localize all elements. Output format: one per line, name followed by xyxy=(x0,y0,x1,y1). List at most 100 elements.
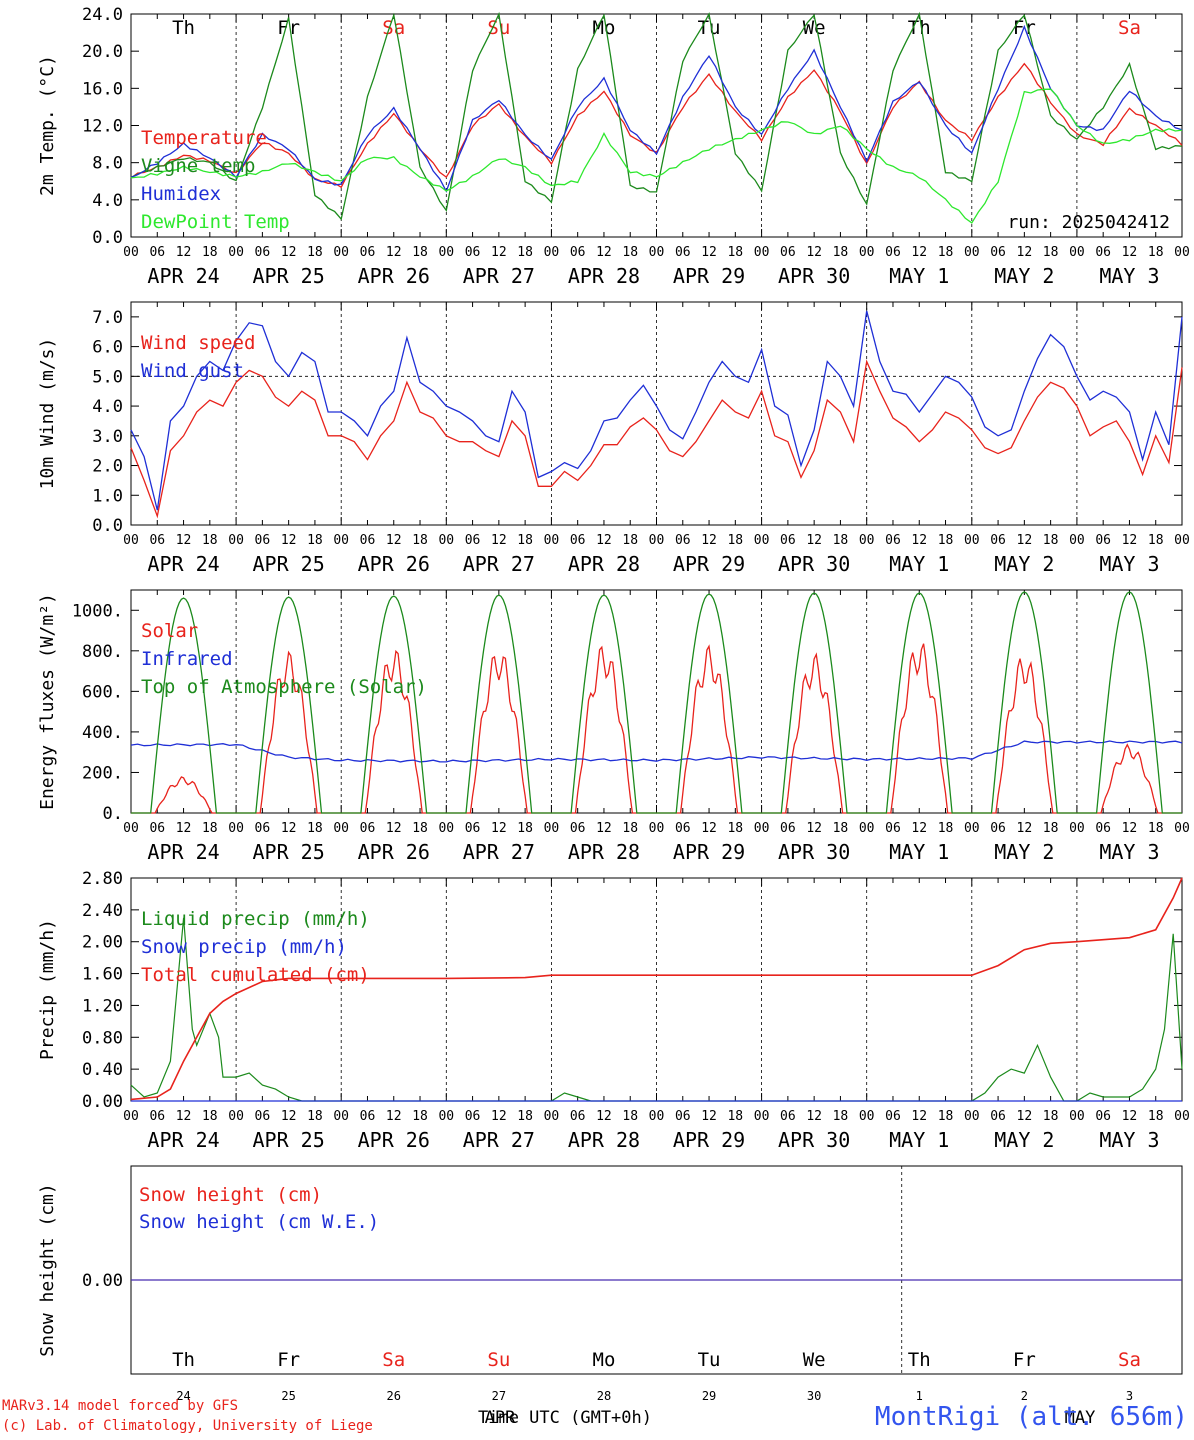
y-axis-label: Energy fluxes (W/m²) xyxy=(37,593,58,810)
series-infrared xyxy=(130,740,1183,763)
x-tick-label: 12 xyxy=(491,1109,507,1124)
x-tick-label: 06 xyxy=(255,821,271,836)
x-tick-label: 18 xyxy=(938,1109,954,1124)
station-label: MontRigi (alt. 656m) xyxy=(874,1402,1188,1432)
x-tick-label: 12 xyxy=(1122,1109,1138,1124)
weekday-label-top: We xyxy=(803,17,826,39)
x-tick-label: 06 xyxy=(780,1109,796,1124)
x-tick-label: 18 xyxy=(412,533,428,548)
x-tick-label: 00 xyxy=(123,821,139,836)
x-tick-label: 18 xyxy=(1043,1109,1059,1124)
x-tick-label: 00 xyxy=(1174,245,1190,260)
x-tick-label: 00 xyxy=(964,533,980,548)
day-number: 29 xyxy=(702,1389,716,1403)
x-tick-label: 18 xyxy=(517,1109,533,1124)
x-tick-label: 06 xyxy=(255,245,271,260)
x-tick-label: 06 xyxy=(255,533,271,548)
x-tick-label: 06 xyxy=(570,533,586,548)
x-tick-label: 06 xyxy=(1095,821,1111,836)
date-label: APR 25 xyxy=(253,264,325,288)
x-tick-label: 18 xyxy=(727,245,743,260)
y-tick-label: 20.0 xyxy=(82,42,123,62)
x-tick-label: 12 xyxy=(911,533,927,548)
legend-entry: Snow precip (mm/h) xyxy=(141,936,347,958)
date-label: APR 24 xyxy=(147,264,219,288)
x-tick-label: 06 xyxy=(360,821,376,836)
legend-entry: Top of Atmosphere (Solar) xyxy=(141,676,427,698)
x-tick-label: 12 xyxy=(806,821,822,836)
legend-entry: DewPoint Temp xyxy=(141,211,290,233)
weekday-label-bottom: Th xyxy=(172,1349,195,1371)
x-tick-label: 00 xyxy=(754,821,770,836)
x-tick-label: 12 xyxy=(176,1109,192,1124)
x-tick-label: 06 xyxy=(465,1109,481,1124)
x-tick-label: 00 xyxy=(754,533,770,548)
x-tick-label: 18 xyxy=(833,533,849,548)
y-tick-label: 800. xyxy=(82,642,123,662)
month-label: APR xyxy=(485,1408,516,1428)
day-number: 30 xyxy=(807,1389,821,1403)
series-total-cumulated-cm xyxy=(130,877,1183,1101)
x-tick-label: 18 xyxy=(307,533,323,548)
x-tick-label: 06 xyxy=(465,533,481,548)
x-tick-label: 18 xyxy=(1043,821,1059,836)
x-tick-label: 06 xyxy=(675,1109,691,1124)
x-tick-label: 00 xyxy=(964,821,980,836)
y-tick-label: 600. xyxy=(82,682,123,702)
y-tick-label: 1.0 xyxy=(92,486,123,506)
y-tick-label: 4.0 xyxy=(92,191,123,211)
legend-entry: Temperature xyxy=(141,127,267,149)
x-tick-label: 06 xyxy=(255,1109,271,1124)
x-tick-label: 12 xyxy=(596,245,612,260)
x-tick-label: 18 xyxy=(833,245,849,260)
x-tick-label: 18 xyxy=(517,245,533,260)
x-tick-label: 18 xyxy=(202,245,218,260)
day-number: 2 xyxy=(1021,1389,1028,1403)
legend-entry: Humidex xyxy=(141,183,221,205)
y-tick-label: 0. xyxy=(103,804,123,824)
x-tick-label: 00 xyxy=(123,533,139,548)
x-tick-label: 12 xyxy=(911,1109,927,1124)
x-tick-label: 18 xyxy=(622,245,638,260)
x-tick-label: 00 xyxy=(859,1109,875,1124)
date-label: APR 28 xyxy=(568,552,640,576)
x-tick-label: 00 xyxy=(123,1109,139,1124)
legend-entry: Solar xyxy=(141,620,198,642)
date-label: APR 24 xyxy=(147,552,219,576)
x-tick-label: 00 xyxy=(438,1109,454,1124)
x-tick-label: 12 xyxy=(1122,533,1138,548)
y-axis-label: 10m Wind (m/s) xyxy=(37,338,58,490)
x-tick-label: 18 xyxy=(833,821,849,836)
x-tick-label: 12 xyxy=(701,245,717,260)
x-tick-label: 18 xyxy=(202,1109,218,1124)
weekday-label-top: Su xyxy=(487,17,510,39)
date-label: MAY 1 xyxy=(889,1128,949,1152)
weekday-label-bottom: We xyxy=(803,1349,826,1371)
x-tick-label: 12 xyxy=(176,821,192,836)
date-label: APR 25 xyxy=(253,840,325,864)
date-label: APR 30 xyxy=(778,264,850,288)
x-tick-label: 12 xyxy=(176,245,192,260)
x-tick-label: 12 xyxy=(281,245,297,260)
x-tick-label: 18 xyxy=(727,821,743,836)
x-tick-label: 12 xyxy=(596,821,612,836)
x-tick-label: 18 xyxy=(727,533,743,548)
x-tick-label: 06 xyxy=(885,533,901,548)
y-tick-label: 0.00 xyxy=(82,1271,123,1291)
date-label: APR 24 xyxy=(147,840,219,864)
date-label: MAY 2 xyxy=(994,264,1054,288)
legend-entry: Total cumulated (cm) xyxy=(141,964,370,986)
y-tick-label: 400. xyxy=(82,723,123,743)
x-tick-label: 18 xyxy=(412,245,428,260)
x-tick-label: 00 xyxy=(1069,533,1085,548)
y-axis-label: 2m Temp. (°C) xyxy=(37,55,58,196)
x-tick-label: 06 xyxy=(885,1109,901,1124)
panel-frame-5 xyxy=(130,1165,1183,1375)
x-tick-label: 12 xyxy=(1017,533,1033,548)
legend-entry: Wind gust xyxy=(141,360,244,382)
y-tick-label: 2.00 xyxy=(82,933,123,953)
day-number: 27 xyxy=(492,1389,506,1403)
x-tick-label: 18 xyxy=(1148,533,1164,548)
x-tick-label: 06 xyxy=(465,821,481,836)
